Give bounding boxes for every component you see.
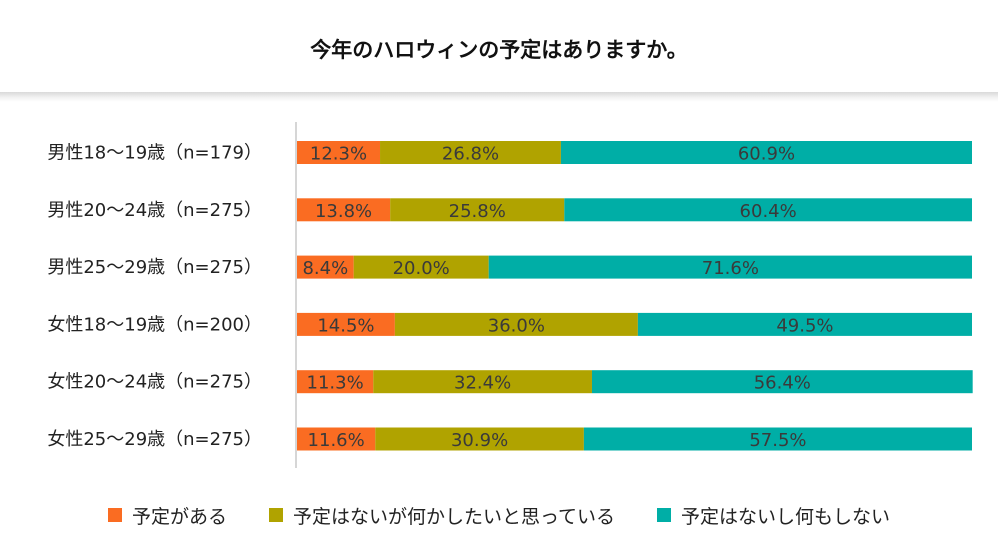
category-label: 男性20〜24歳（n=275）	[47, 200, 262, 221]
bar-segment-want	[375, 427, 584, 451]
bar-segment-none	[564, 198, 972, 222]
data-label-want: 36.0%	[488, 315, 545, 336]
bar-segment-want	[373, 370, 592, 394]
bar-segment-want	[353, 255, 489, 279]
bar-segment-plan	[297, 427, 376, 451]
data-label-want: 26.8%	[442, 144, 499, 165]
legend-item-want: 予定はないが何かしたいと思っている	[268, 502, 616, 529]
legend-item-plan: 予定がある	[107, 502, 227, 529]
bar-segment-want	[394, 312, 638, 336]
data-label-want: 30.9%	[451, 430, 508, 451]
bar-segment-none	[560, 141, 972, 164]
title-area: 今年のハロウィンの予定はありますか。	[0, 0, 998, 102]
legend-label-plan: 予定がある	[131, 505, 227, 528]
category-label: 男性18〜19歳（n=179）	[47, 143, 262, 164]
legend-swatch-plan	[107, 508, 122, 522]
bar-segment-plan	[297, 370, 374, 394]
bar-segment-plan	[297, 141, 381, 164]
data-label-want: 25.8%	[449, 201, 506, 222]
title-divider	[0, 92, 998, 102]
legend-label-none: 予定はないし何もしない	[681, 505, 891, 528]
category-label: 女性18〜19歳（n=200）	[47, 314, 262, 335]
data-label-plan: 14.5%	[317, 315, 374, 336]
legend-swatch-none	[657, 508, 672, 522]
category-label: 女性25〜29歳（n=275）	[47, 429, 262, 450]
category-label: 男性25〜29歳（n=275）	[47, 257, 262, 278]
bar-segment-none	[591, 370, 973, 394]
category-label: 女性20〜24歳（n=275）	[47, 372, 262, 393]
data-label-none: 60.9%	[738, 144, 795, 165]
data-label-plan: 8.4%	[302, 258, 348, 279]
bar-segment-plan	[297, 198, 391, 222]
bar-segment-plan	[297, 312, 395, 336]
bar-segment-want	[380, 141, 561, 164]
legend-item-none: 予定はないし何もしない	[657, 502, 890, 529]
data-label-plan: 12.3%	[310, 144, 367, 165]
data-label-none: 71.6%	[702, 258, 759, 279]
data-label-want: 20.0%	[393, 258, 450, 279]
data-label-none: 56.4%	[754, 373, 811, 394]
bar-segment-plan	[297, 255, 354, 279]
data-label-plan: 11.3%	[307, 373, 364, 394]
data-label-none: 60.4%	[740, 201, 797, 222]
chart-title: 今年のハロウィンの予定はありますか。	[310, 38, 688, 62]
bar-segment-none	[488, 255, 972, 279]
data-label-none: 49.5%	[776, 315, 833, 336]
bar-segment-none	[637, 312, 972, 336]
data-label-plan: 11.6%	[308, 430, 365, 451]
data-label-none: 57.5%	[749, 430, 806, 451]
legend-swatch-want	[268, 508, 283, 522]
data-label-want: 32.4%	[454, 373, 511, 394]
chart-legend: 予定がある 予定はないが何かしたいと思っている 予定はないし何もしない	[0, 500, 998, 530]
bar-segment-want	[390, 198, 565, 222]
data-label-plan: 13.8%	[315, 201, 372, 222]
bar-segment-none	[583, 427, 972, 451]
legend-label-want: 予定はないが何かしたいと思っている	[292, 505, 616, 528]
